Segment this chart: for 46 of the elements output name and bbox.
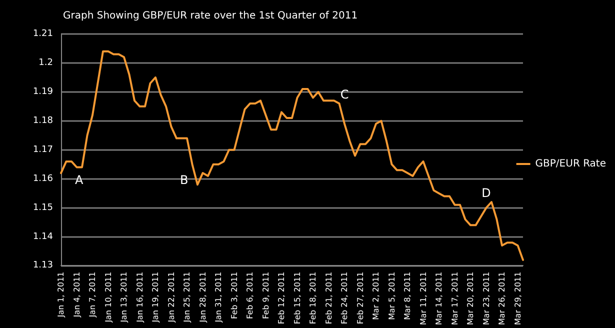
x-tick-label: Feb 21, 2011 xyxy=(324,272,334,324)
x-tick-label: Jan 25, 2011 xyxy=(182,272,192,324)
x-tick-label: Jan 16, 2011 xyxy=(135,272,144,324)
annotation: D xyxy=(482,186,491,200)
x-tick-label: Mar 11, 2011 xyxy=(418,272,428,326)
x-tick-label: Feb 27, 2011 xyxy=(356,272,365,324)
x-tick-label: Jan 7, 2011 xyxy=(88,272,97,318)
x-tick-label: Feb 15, 2011 xyxy=(292,272,302,324)
x-tick-label: Jan 4, 2011 xyxy=(72,272,82,318)
y-tick-label: 1.13 xyxy=(32,260,53,271)
x-tick-label: Mar 26, 2011 xyxy=(498,272,506,326)
annotation: A xyxy=(75,173,84,187)
x-tick-label: Mar 5, 2011 xyxy=(387,272,396,320)
x-tick-label: Feb 6, 2011 xyxy=(246,272,254,319)
chart-title: Graph Showing GBP/EUR rate over the 1st Quarter of 2011 xyxy=(63,10,358,22)
line-series xyxy=(60,50,524,261)
y-tick-label: 1.19 xyxy=(32,86,54,97)
x-tick-label: Jan 31, 2011 xyxy=(214,272,223,324)
x-tick-label: Feb 24, 2011 xyxy=(340,272,349,324)
y-tick-label: 1.2 xyxy=(38,58,53,68)
y-tick-label: 1.21 xyxy=(32,29,53,39)
x-tick-label: Jan 22, 2011 xyxy=(166,272,176,324)
x-tick-label: Mar 23, 2011 xyxy=(482,272,491,326)
x-tick-label: Mar 14, 2011 xyxy=(434,272,444,326)
x-tick-label: Mar 17, 2011 xyxy=(450,272,460,326)
x-tick-label: Jan 1, 2011 xyxy=(56,272,66,318)
annotation: C xyxy=(340,88,349,102)
x-tick-label: Feb 9, 2011 xyxy=(261,272,270,319)
x-tick-label: Jan 10, 2011 xyxy=(104,272,113,324)
x-tick-label: Jan 13, 2011 xyxy=(120,272,128,324)
x-tick-label: Jan 28, 2011 xyxy=(198,272,208,324)
y-tick-label: 1.15 xyxy=(32,202,53,213)
y-tick-label: 1.17 xyxy=(32,144,53,155)
x-tick-label: Feb 3, 2011 xyxy=(230,272,239,319)
x-tick-label: Mar 2, 2011 xyxy=(372,272,380,320)
x-tick-label: Jan 19, 2011 xyxy=(151,272,160,324)
legend-label: GBP/EUR Rate xyxy=(535,158,606,170)
x-tick-label: Mar 8, 2011 xyxy=(403,272,412,320)
annotation: B xyxy=(180,173,188,187)
x-tick-label: Mar 29, 2011 xyxy=(513,272,522,326)
x-tick-label: Mar 20, 2011 xyxy=(466,272,475,326)
y-tick-label: 1.16 xyxy=(32,174,54,184)
x-tick-label: Feb 12, 2011 xyxy=(277,272,286,324)
y-tick-label: 1.18 xyxy=(32,116,54,126)
y-tick-label: 1.14 xyxy=(32,232,54,242)
x-tick-label: Feb 18, 2011 xyxy=(308,272,318,324)
